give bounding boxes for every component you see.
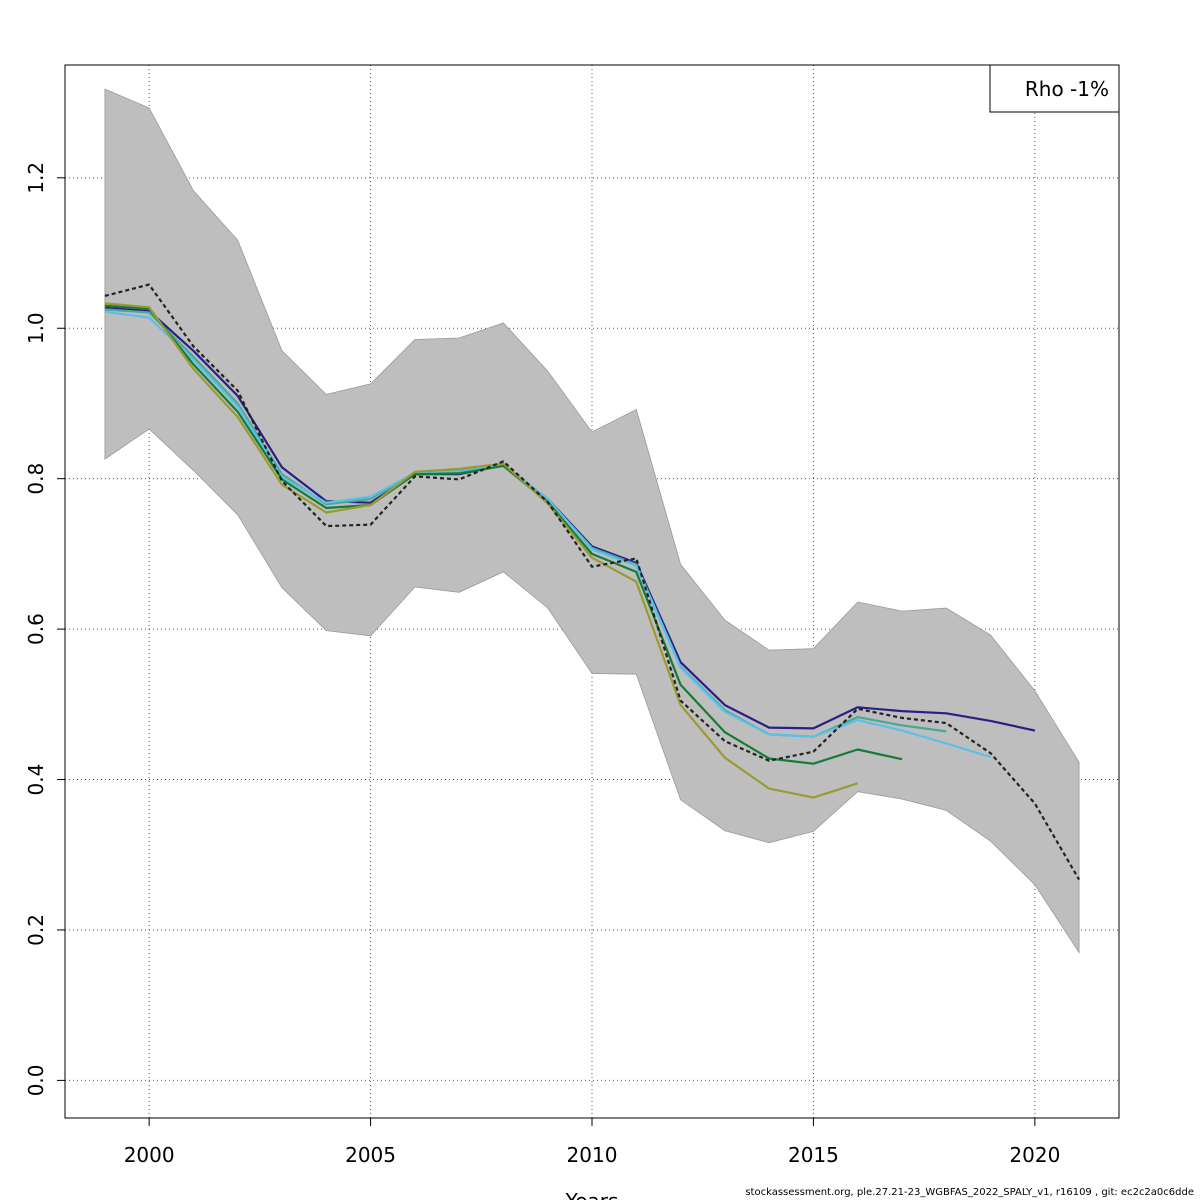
y-tick-label: 0.6	[24, 613, 48, 645]
y-tick-label: 1.0	[24, 312, 48, 344]
series-line-4	[104, 304, 903, 765]
x-axis-title: Years	[565, 1189, 619, 1200]
x-tick-label: 2010	[567, 1143, 618, 1167]
x-tick-label: 2000	[124, 1143, 175, 1167]
y-tick-label: 0.2	[24, 914, 48, 946]
y-axis: 0.0 0.2 0.4 0.6 0.8 1.0 1.2	[24, 162, 65, 1096]
series-line-6	[104, 283, 1081, 881]
x-tick-label: 2020	[1009, 1143, 1060, 1167]
x-axis: 2000 2005 2010 2015 2020	[124, 1118, 1060, 1167]
legend-box	[989, 64, 1120, 113]
legend: Rho -1%	[989, 64, 1120, 113]
confidence-band	[104, 88, 1080, 954]
y-tick-label: 1.2	[24, 162, 48, 194]
series-line-5	[104, 302, 859, 799]
footer-credit: stockassessment.org, ple.27.21-23_WGBFAS…	[745, 1187, 1194, 1198]
series-line-3	[104, 310, 991, 759]
x-tick-label: 2015	[788, 1143, 839, 1167]
series-lines	[104, 283, 1081, 881]
y-tick-label: 0.4	[24, 764, 48, 796]
legend-label: Rho -1%	[1025, 77, 1109, 101]
y-tick-label: 0.0	[24, 1064, 48, 1096]
y-tick-label: 0.8	[24, 463, 48, 495]
x-tick-label: 2005	[345, 1143, 396, 1167]
